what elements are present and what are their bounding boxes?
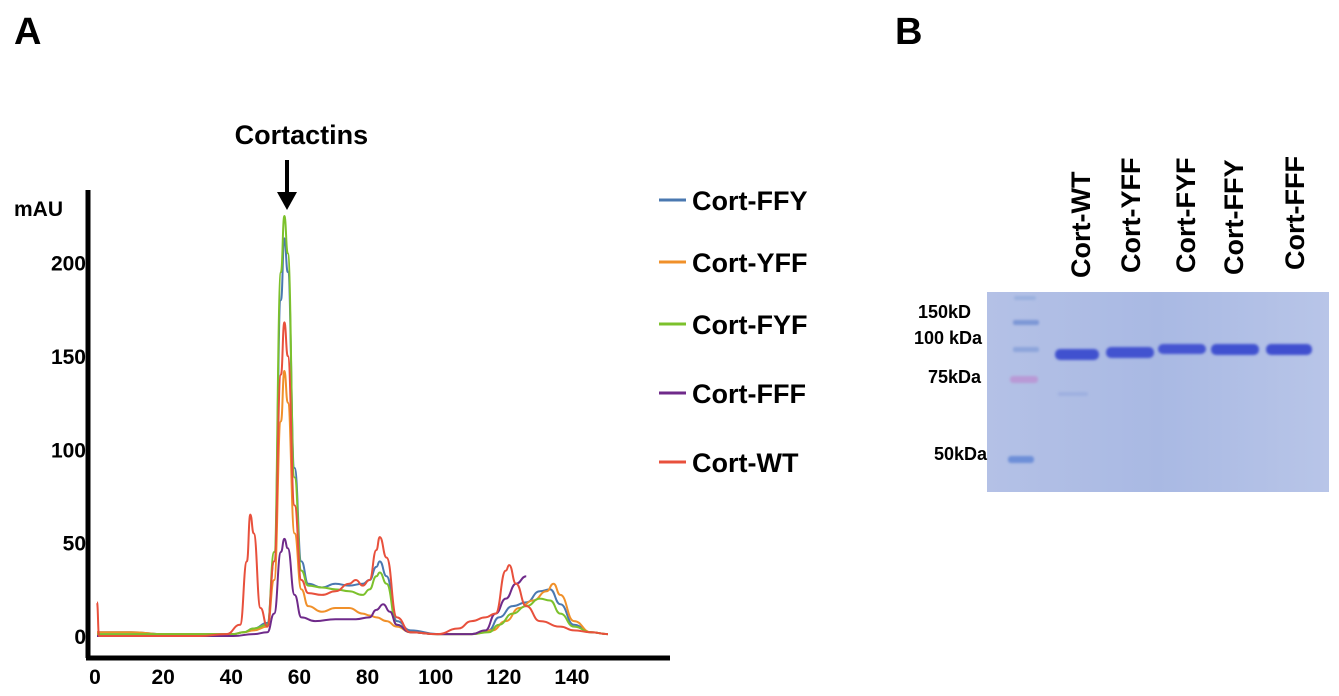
ladder-band-75 [1010,376,1038,383]
ladder-lane [1008,296,1039,463]
legend-label: Cort-FFY [692,186,807,216]
ladder-band-100 [1013,347,1039,352]
band-lane-4 [1211,344,1259,355]
series-lines [96,215,609,637]
legend-label: Cort-YFF [692,248,807,278]
x-tick-label: 100 [418,666,453,689]
x-tick-label: 0 [89,666,101,689]
peak-annotation-label: Cortactins [235,120,369,150]
series-line-cort-wt [96,321,609,637]
marker-label-75: 75kDa [928,367,982,387]
x-tick-label: 40 [220,666,243,689]
ladder-band-150 [1013,320,1039,325]
y-tick-label: 100 [51,439,86,462]
y-tick-label: 150 [51,346,86,369]
y-tick-label: 0 [74,626,86,649]
x-tick-label: 140 [554,666,589,689]
lane-label-4: Cort-FFY [1219,160,1249,275]
legend-label: Cort-WT [692,448,799,478]
y-axis-label: mAU [14,198,63,221]
band-lane-1-faint [1058,392,1088,396]
series-line-cort-yff [97,369,609,636]
chromatogram-chart: mAU 0 50 100 150 200 0 20 40 60 80 100 120 140 Cort… [14,120,670,689]
lane-label-2: Cort-YFF [1116,158,1146,273]
legend-label: Cort-FYF [692,310,807,340]
band-lane-2 [1106,347,1154,358]
sample-bands [1055,344,1312,396]
lane-label-5: Cort-FFF [1280,156,1310,270]
series-line-cort-ffy [97,237,609,636]
x-tick-label: 20 [151,666,174,689]
series-line-cort-fyf [97,215,609,636]
panel-a-label: A [14,11,41,53]
marker-label-100: 100 kDa [914,328,983,348]
y-tick-label: 50 [63,533,86,556]
legend-label: Cort-FFF [692,379,806,409]
ladder-band-faint [1014,296,1036,300]
lane-label-1: Cort-WT [1066,171,1096,278]
band-lane-1 [1055,349,1099,360]
band-lane-5 [1266,344,1312,355]
y-tick-labels: 0 50 100 150 200 [51,253,86,649]
peak-annotation-arrow-icon [277,160,297,210]
marker-label-50: 50kDa [934,444,988,464]
y-tick-label: 200 [51,253,86,276]
lane-label-3: Cort-FYF [1171,158,1201,273]
marker-label-150: 150kD [918,302,971,322]
x-tick-labels: 0 20 40 60 80 100 120 140 [89,666,589,689]
x-tick-label: 80 [356,666,379,689]
x-tick-label: 120 [486,666,521,689]
gel-background [987,292,1329,492]
x-tick-label: 60 [288,666,311,689]
ladder-band-50 [1008,456,1034,463]
panel-b-label: B [895,11,922,53]
sds-page-gel: 150kD 100 kDa 75kDa 50kDa Cort-WT Cort-Y… [914,156,1329,492]
chart-legend: Cort-FFY Cort-YFF Cort-FYF Cort-FFF Cort-WT [659,186,807,478]
band-lane-3 [1158,344,1206,354]
series-line-cort-fff [97,537,527,637]
